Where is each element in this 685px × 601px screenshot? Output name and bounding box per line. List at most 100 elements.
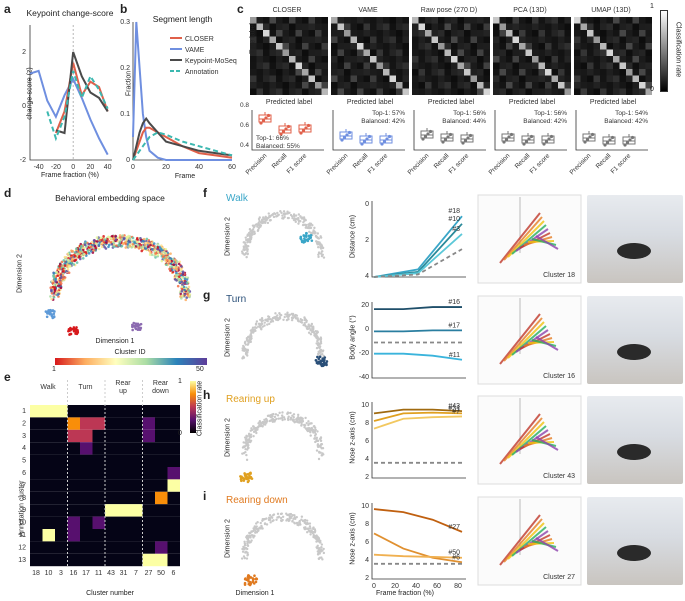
confusion-cell <box>545 82 552 89</box>
box-point <box>261 118 266 123</box>
confusion-cell <box>619 30 626 37</box>
confusion-cell <box>506 88 513 95</box>
confusion-cell <box>425 88 432 95</box>
embedding-point-gray <box>309 231 313 234</box>
embedding-point-gray <box>245 453 248 457</box>
line-ytick: 10 <box>361 402 369 409</box>
line-label: #43 <box>448 403 460 410</box>
confusion-cell <box>639 23 646 30</box>
confusion-cell <box>464 30 471 37</box>
confusion-cell <box>587 69 594 76</box>
confusion-cell <box>289 75 296 82</box>
confusion-cell <box>626 23 633 30</box>
embedding-point <box>56 284 60 288</box>
confusion-cell <box>363 69 370 76</box>
confusion-cell <box>600 43 607 50</box>
confusion-cell <box>431 56 438 63</box>
embedding-point <box>45 315 49 319</box>
embedding-point-gray <box>318 352 321 355</box>
panel-a-xtick: 20 <box>87 164 95 171</box>
embedding-point-gray <box>318 343 321 346</box>
embedding-point-gray <box>249 338 252 341</box>
confusion-cell <box>532 82 539 89</box>
heatmap-cell <box>30 454 43 467</box>
embedding-point-highlight <box>305 232 308 235</box>
confusion-cell <box>363 82 370 89</box>
embedding-point <box>52 315 56 318</box>
confusion-cell <box>263 88 270 95</box>
confusion-cell <box>593 36 600 43</box>
confusion-cell <box>506 69 513 76</box>
confusion-cell <box>564 69 571 76</box>
confusion-cell <box>282 36 289 43</box>
embedding-point-gray <box>257 529 260 532</box>
confusion-cell <box>493 23 500 30</box>
pose-limb <box>499 413 541 465</box>
heatmap-cell <box>67 541 80 554</box>
embedding-point-gray <box>243 253 247 256</box>
confusion-cell <box>525 88 532 95</box>
box-point <box>443 137 448 142</box>
embedding-point-gray <box>260 524 263 528</box>
embedding-point <box>181 270 185 273</box>
confusion-cell <box>551 69 558 76</box>
confusion-cell <box>308 88 315 95</box>
embedding-point-gray <box>249 233 252 237</box>
confusion-cell <box>337 43 344 50</box>
metric-label: Recall <box>271 152 289 170</box>
confusion-cell <box>250 49 257 56</box>
confusion-cell <box>645 75 652 82</box>
heatmap-cell <box>105 529 118 542</box>
confusion-cell <box>276 43 283 50</box>
embedding-point-gray <box>297 320 301 323</box>
confusion-cell <box>402 75 409 82</box>
confusion-cell <box>269 49 276 56</box>
embedding-point-gray <box>313 434 317 437</box>
embedding-point-gray <box>244 438 248 441</box>
embedding-point <box>99 236 103 240</box>
embedding-point-highlight <box>300 239 304 243</box>
embedding-point-gray <box>244 236 247 239</box>
confusion-cell <box>269 43 276 50</box>
embedding-point-gray <box>319 236 323 239</box>
embedding-point-gray <box>305 225 308 229</box>
embedding-point-highlight <box>248 472 251 475</box>
box-point <box>585 137 590 142</box>
heatmap-cell <box>67 417 80 430</box>
metric-label: Recall <box>514 152 532 170</box>
embedding-point <box>149 251 152 254</box>
heatmap-row-label: 10 <box>18 520 26 527</box>
embedding-point-gray <box>317 346 321 349</box>
embedding-point-gray <box>255 320 259 323</box>
confusion-cell <box>412 49 419 56</box>
box-point <box>547 137 551 141</box>
confusion-cell <box>558 30 565 37</box>
line-ytick: 0 <box>365 201 369 208</box>
confusion-cell <box>282 17 289 24</box>
confusion-cell <box>425 17 432 24</box>
embedding-point-gray <box>305 319 308 322</box>
confusion-cell <box>444 30 451 37</box>
confusion-cell <box>383 49 390 56</box>
confusion-cell <box>639 56 646 63</box>
confusion-cell <box>574 30 581 37</box>
confusion-cell <box>587 88 594 95</box>
embedding-scatter <box>44 234 192 336</box>
confusion-cell <box>499 56 506 63</box>
embedding-point-gray <box>315 449 319 452</box>
embedding-point <box>168 267 171 271</box>
confusion-cell <box>545 88 552 95</box>
embedding-point <box>121 242 125 245</box>
confusion-cell <box>389 23 396 30</box>
embedding-point <box>87 242 91 246</box>
heatmap-cell <box>105 417 118 430</box>
confusion-cell <box>337 56 344 63</box>
confusion-cell <box>613 56 620 63</box>
panel-label-b: b <box>120 2 128 16</box>
heatmap-cell <box>67 454 80 467</box>
confusion-cell <box>606 17 613 24</box>
confusion-cell <box>613 62 620 69</box>
confusion-cell <box>282 88 289 95</box>
cluster-label: Cluster 27 <box>543 574 575 581</box>
